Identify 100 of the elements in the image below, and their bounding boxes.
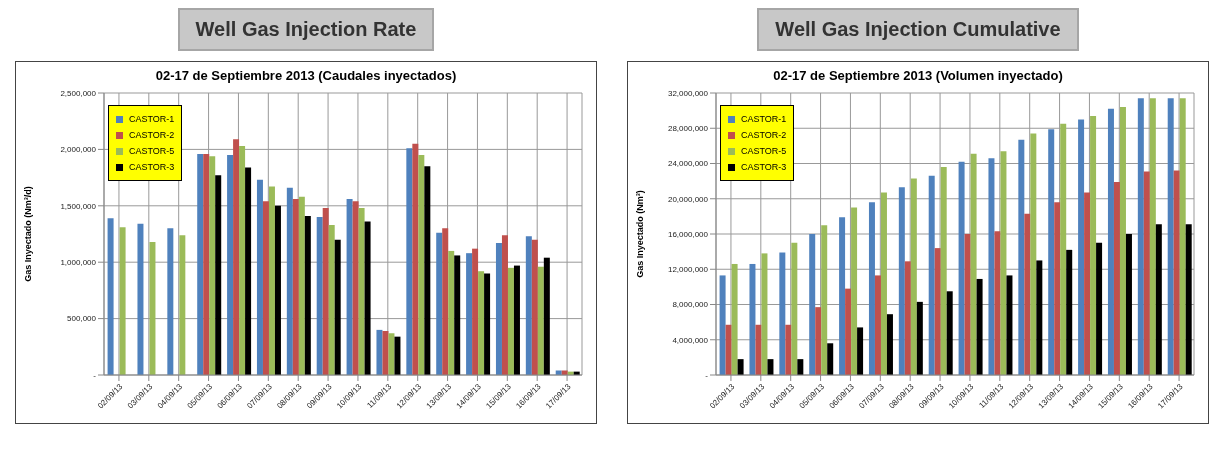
bar [737, 359, 744, 375]
bar [484, 273, 491, 375]
bar [725, 324, 732, 375]
bar [970, 153, 977, 375]
bar [537, 266, 544, 375]
bar [501, 235, 508, 375]
bar [1030, 133, 1037, 375]
legend-label: CASTOR-3 [741, 161, 787, 174]
bar [1107, 108, 1114, 375]
legend-label: CASTOR-1 [741, 113, 787, 126]
bar [761, 253, 768, 375]
bar [286, 187, 293, 375]
bar [1155, 224, 1162, 375]
bar [448, 250, 455, 375]
y-tick-label: 2,500,000 [60, 88, 97, 98]
bar [815, 307, 822, 375]
bar [245, 167, 252, 375]
bar [466, 253, 473, 375]
bar [1036, 260, 1043, 375]
bar [1149, 98, 1156, 375]
bar [137, 223, 144, 375]
bar [1018, 139, 1025, 375]
bar [797, 359, 804, 375]
bar [827, 343, 834, 375]
bar [1185, 224, 1192, 375]
bar [779, 252, 786, 375]
bar [1173, 170, 1180, 375]
y-axis-title: Gas Inyectado (Nm³/d) [23, 186, 34, 282]
bar [946, 291, 953, 375]
bar [886, 314, 893, 375]
legend-label: CASTOR-2 [129, 129, 175, 142]
legend-label: CASTOR-2 [741, 129, 787, 142]
bar [791, 242, 798, 375]
bar [731, 263, 738, 375]
bar [976, 278, 983, 375]
bar [1000, 151, 1007, 375]
bar [874, 275, 881, 375]
bar [454, 255, 461, 375]
bar [292, 199, 299, 375]
bar [436, 232, 443, 375]
bar [167, 228, 174, 375]
bar [424, 166, 431, 375]
bar [1167, 98, 1174, 375]
bar [209, 156, 216, 375]
legend-label: CASTOR-1 [129, 113, 175, 126]
bar [958, 161, 965, 375]
bar [1113, 182, 1120, 375]
legend-label: CASTOR-5 [129, 145, 175, 158]
bar [928, 175, 935, 375]
bar [749, 263, 756, 375]
bar [239, 146, 246, 375]
bar [382, 331, 389, 375]
bar [531, 239, 538, 375]
bar [346, 199, 353, 375]
bar [1137, 98, 1144, 375]
chart-subtitle: 02-17 de Septiembre 2013 (Caudales inyectados) [154, 68, 458, 83]
bar [1048, 129, 1055, 375]
bar [304, 215, 311, 375]
bar [934, 248, 941, 375]
bar [994, 231, 1001, 375]
bar [1090, 115, 1097, 375]
bar [442, 228, 449, 375]
bar [328, 224, 335, 375]
bar [394, 336, 401, 375]
bar [507, 267, 514, 375]
bar [358, 208, 365, 375]
bar [197, 153, 204, 375]
bar [274, 205, 281, 375]
y-tick-label: 2,000,000 [60, 145, 97, 155]
bar [418, 155, 425, 375]
bar [988, 158, 995, 375]
bar [352, 201, 359, 375]
bar [388, 333, 395, 375]
bar [179, 235, 186, 375]
bar [262, 201, 269, 375]
bar [1119, 107, 1126, 375]
bar [857, 327, 864, 375]
bar [316, 217, 323, 375]
bar [1143, 171, 1150, 375]
bar [851, 207, 858, 375]
bar [495, 243, 502, 375]
y-axis-title: Gas Inyectado (Nm³) [635, 190, 646, 278]
bar [298, 196, 305, 375]
y-tick-label: 24,000,000 [667, 159, 709, 169]
bar [964, 234, 971, 375]
bar [1054, 202, 1061, 375]
y-tick-label: 500,000 [67, 314, 97, 324]
legend-label: CASTOR-5 [741, 145, 787, 158]
y-tick-label: 1,000,000 [60, 258, 97, 268]
bar [412, 143, 419, 375]
bar [203, 153, 210, 375]
bar [785, 324, 792, 375]
bar [1060, 123, 1067, 375]
bar [119, 227, 126, 375]
bar [233, 139, 240, 375]
bar [376, 329, 383, 375]
bar [1078, 119, 1085, 375]
bar [406, 148, 413, 375]
bar [845, 288, 852, 375]
bar [543, 257, 550, 375]
